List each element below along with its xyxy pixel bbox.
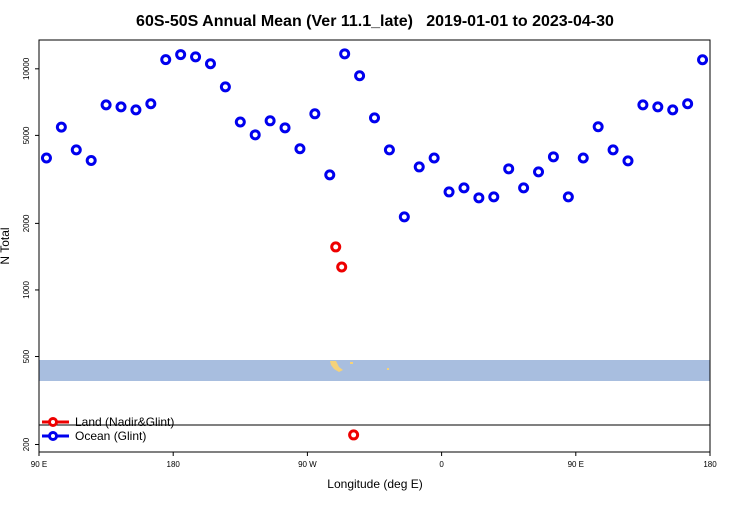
data-point [473, 192, 485, 204]
data-point [607, 144, 619, 156]
ocean-band [39, 360, 710, 381]
chart-title: 60S-50S Annual Mean (Ver 11.1_late) 2019… [136, 13, 614, 30]
data-point [190, 51, 202, 63]
y-tick-label: 10000 [22, 57, 31, 80]
legend-label: Ocean (Glint) [75, 429, 146, 443]
data-point [294, 143, 306, 155]
data-point [488, 191, 500, 203]
y-axis-label: N Total [0, 227, 12, 264]
y-tick-label: 5000 [22, 126, 31, 144]
data-point [547, 151, 559, 163]
land-shape [387, 368, 389, 370]
x-tick-label: 90 W [298, 460, 317, 469]
data-point [503, 163, 515, 175]
data-point [518, 182, 530, 194]
data-point [330, 241, 342, 253]
data-point [354, 70, 366, 82]
x-axis-label: Longitude (deg E) [327, 477, 422, 491]
plot-frame [38, 39, 711, 453]
land-shape [330, 361, 343, 372]
data-point [219, 81, 231, 93]
y-tick-label: 500 [22, 349, 31, 363]
data-point [428, 152, 440, 164]
legend-marker [48, 417, 58, 427]
legend-label: Land (Nadir&Glint) [75, 415, 174, 429]
data-point [637, 99, 649, 111]
data-point [309, 108, 321, 120]
data-point [562, 191, 574, 203]
data-point [622, 155, 634, 167]
y-tick-label: 2000 [22, 214, 31, 232]
data-point [279, 122, 291, 134]
data-point [682, 98, 694, 110]
data-point [324, 169, 336, 181]
data-point [175, 49, 187, 61]
data-point [85, 154, 97, 166]
x-tick-label: 90 E [31, 460, 47, 469]
data-point [100, 99, 112, 111]
data-point [249, 129, 261, 141]
data-point [40, 152, 52, 164]
data-point [55, 121, 67, 133]
data-point [413, 161, 425, 173]
x-tick-label: 0 [439, 460, 444, 469]
data-point [348, 429, 360, 441]
data-point [667, 104, 679, 116]
data-point [398, 211, 410, 223]
data-point [577, 152, 589, 164]
y-tick-label: 200 [22, 437, 31, 451]
data-point [264, 115, 276, 127]
data-point [443, 186, 455, 198]
data-point [130, 104, 142, 116]
data-point [234, 116, 246, 128]
data-point [204, 58, 216, 70]
data-point [369, 112, 380, 124]
data-point [592, 121, 604, 133]
data-point [697, 54, 709, 66]
data-point [339, 48, 351, 60]
data-point [533, 166, 545, 178]
land-shape [350, 362, 353, 364]
x-tick-label: 90 E [568, 460, 584, 469]
y-tick-label: 1000 [22, 281, 31, 299]
data-point [458, 182, 470, 194]
data-point [115, 101, 127, 113]
data-point [160, 54, 172, 66]
data-point [336, 261, 348, 273]
legend-marker [48, 431, 58, 441]
data-point [70, 144, 82, 156]
data-point [652, 101, 664, 113]
x-tick-label: 180 [167, 460, 181, 469]
data-point [383, 144, 395, 156]
data-point [145, 98, 157, 110]
x-tick-label: 180 [703, 460, 717, 469]
map-inset [39, 360, 710, 381]
